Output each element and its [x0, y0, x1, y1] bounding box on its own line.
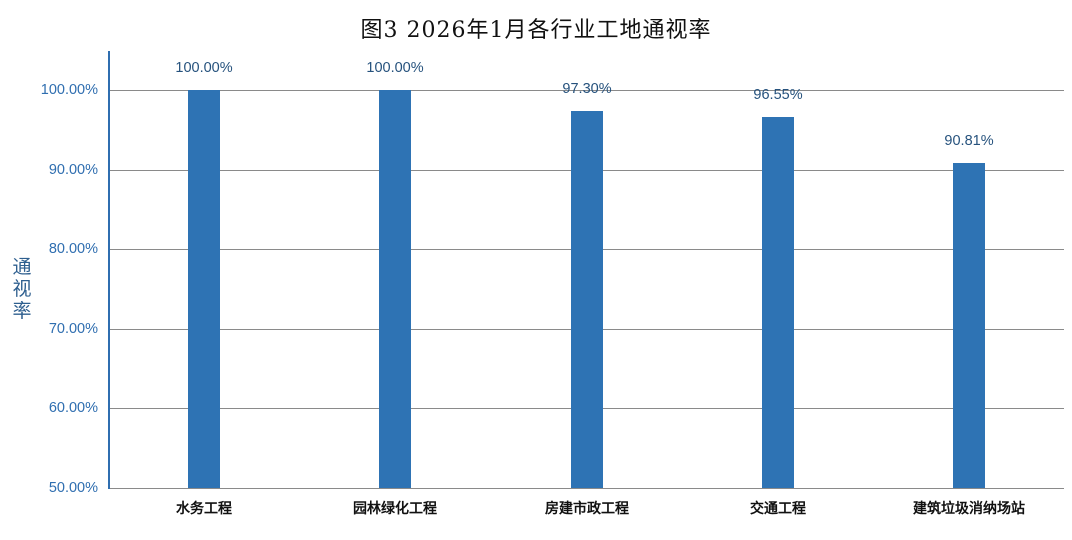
x-category-label: 交通工程 — [750, 501, 806, 517]
y-axis-label-char: 视 — [12, 278, 32, 300]
gridline — [109, 90, 1064, 91]
x-category-label: 园林绿化工程 — [353, 501, 437, 517]
data-label: 97.30% — [562, 81, 612, 97]
y-axis-line — [108, 51, 110, 489]
data-label: 96.55% — [753, 87, 803, 103]
bar — [953, 163, 985, 488]
y-tick-label: 100.00% — [40, 82, 98, 98]
bar — [188, 90, 220, 488]
y-tick-label: 90.00% — [48, 162, 98, 178]
bar — [762, 117, 794, 488]
bar — [571, 111, 603, 488]
x-category-label: 房建市政工程 — [545, 501, 629, 517]
y-tick-label: 80.00% — [48, 241, 98, 257]
chart-title: 图3 2026年1月各行业工地通视率 — [360, 18, 712, 43]
y-tick-label: 50.00% — [48, 480, 98, 496]
y-axis-label-char: 通 — [12, 256, 32, 278]
y-tick-label: 60.00% — [48, 400, 98, 416]
y-tick-label: 70.00% — [48, 321, 98, 337]
data-label: 100.00% — [175, 60, 233, 76]
y-axis-label-char: 率 — [12, 300, 32, 322]
data-label: 90.81% — [944, 133, 994, 149]
gridline — [109, 488, 1064, 489]
data-label: 100.00% — [366, 60, 424, 76]
x-category-label: 水务工程 — [176, 501, 232, 517]
bar — [379, 90, 411, 488]
y-axis-label: 通 视 率 — [10, 256, 34, 322]
x-category-label: 建筑垃圾消纳场站 — [913, 501, 1025, 517]
